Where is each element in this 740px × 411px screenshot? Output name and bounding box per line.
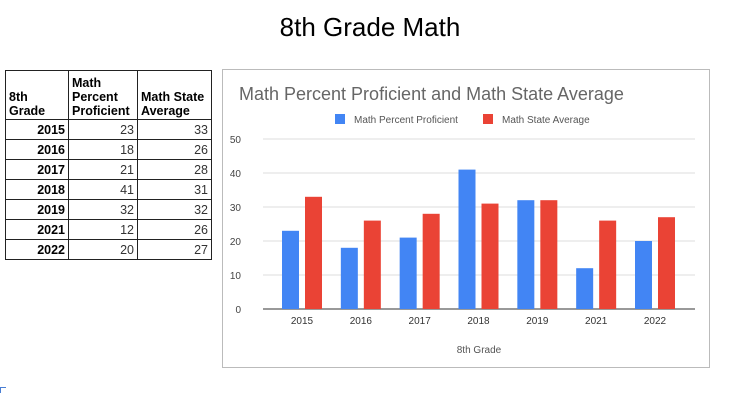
cell-state-average: 32: [137, 199, 212, 220]
x-tick-label: 2018: [467, 316, 490, 327]
cell-proficient: 18: [68, 139, 138, 160]
cell-state-average: 27: [137, 239, 212, 260]
table-row: 2018 41 31: [5, 179, 212, 200]
table-row: 2015 23 33: [5, 119, 212, 140]
header-grade: 8th Grade: [5, 70, 69, 120]
cell-state-average: 26: [137, 139, 212, 160]
bar-state-average: [599, 220, 617, 309]
x-tick-label: 2016: [350, 316, 373, 327]
y-tick-label: 20: [230, 237, 242, 248]
cell-proficient: 23: [68, 119, 138, 140]
legend-swatch: [335, 114, 345, 124]
cell-state-average: 26: [137, 219, 212, 240]
table-row: 2016 18 26: [5, 139, 212, 160]
cell-proficient: 41: [68, 179, 138, 200]
table-row: 2017 21 28: [5, 159, 212, 180]
cell-state-average: 28: [137, 159, 212, 180]
chart-container[interactable]: Math Percent Proficient and Math State A…: [222, 69, 710, 368]
bar-chart: Math Percent Proficient and Math State A…: [230, 84, 695, 356]
selection-corner: [0, 387, 6, 393]
cell-proficient: 20: [68, 239, 138, 260]
x-tick-label: 2022: [644, 316, 667, 327]
y-tick-label: 30: [230, 203, 242, 214]
bar-percent-proficient: [458, 169, 476, 309]
legend-label: Math State Average: [502, 115, 590, 126]
cell-proficient: 12: [68, 219, 138, 240]
data-table: 8th Grade Math Percent Proficient Math S…: [5, 70, 212, 260]
cell-state-average: 33: [137, 119, 212, 140]
x-tick-label: 2015: [291, 316, 314, 327]
bar-percent-proficient: [340, 247, 358, 309]
x-axis-title: 8th Grade: [457, 345, 502, 356]
cell-year: 2021: [5, 219, 69, 240]
bar-state-average: [481, 203, 499, 309]
y-tick-label: 0: [235, 305, 241, 316]
chart-title: Math Percent Proficient and Math State A…: [239, 84, 624, 104]
x-tick-label: 2021: [585, 316, 608, 327]
x-tick-label: 2017: [409, 316, 432, 327]
cell-proficient: 21: [68, 159, 138, 180]
bar-state-average: [658, 217, 675, 309]
page-title: 8th Grade Math: [279, 12, 461, 42]
cell-proficient: 32: [68, 199, 138, 220]
cell-year: 2022: [5, 239, 69, 260]
table-row: 2021 12 26: [5, 219, 212, 240]
bar-percent-proficient: [576, 268, 594, 309]
header-proficient: Math Percent Proficient: [68, 70, 138, 120]
x-tick-label: 2019: [526, 316, 549, 327]
bar-percent-proficient: [399, 237, 417, 309]
bar-percent-proficient: [282, 230, 299, 309]
table-row: 2019 32 32: [5, 199, 212, 220]
bar-state-average: [540, 200, 558, 309]
bar-percent-proficient: [517, 200, 535, 309]
cell-year: 2016: [5, 139, 69, 160]
legend-swatch: [483, 114, 493, 124]
cell-state-average: 31: [137, 179, 212, 200]
bar-state-average: [363, 220, 381, 309]
cell-year: 2019: [5, 199, 69, 220]
cell-year: 2015: [5, 119, 69, 140]
y-tick-label: 10: [230, 271, 242, 282]
table-row: 2022 20 27: [5, 239, 212, 260]
bar-percent-proficient: [635, 241, 652, 309]
y-tick-label: 40: [230, 169, 242, 180]
cell-year: 2018: [5, 179, 69, 200]
cell-year: 2017: [5, 159, 69, 180]
bar-state-average: [305, 196, 322, 309]
legend-label: Math Percent Proficient: [354, 115, 458, 126]
bar-state-average: [422, 213, 440, 309]
y-tick-label: 50: [230, 135, 242, 146]
header-state-average: Math State Average: [137, 70, 212, 120]
table-header-row: 8th Grade Math Percent Proficient Math S…: [5, 70, 212, 120]
